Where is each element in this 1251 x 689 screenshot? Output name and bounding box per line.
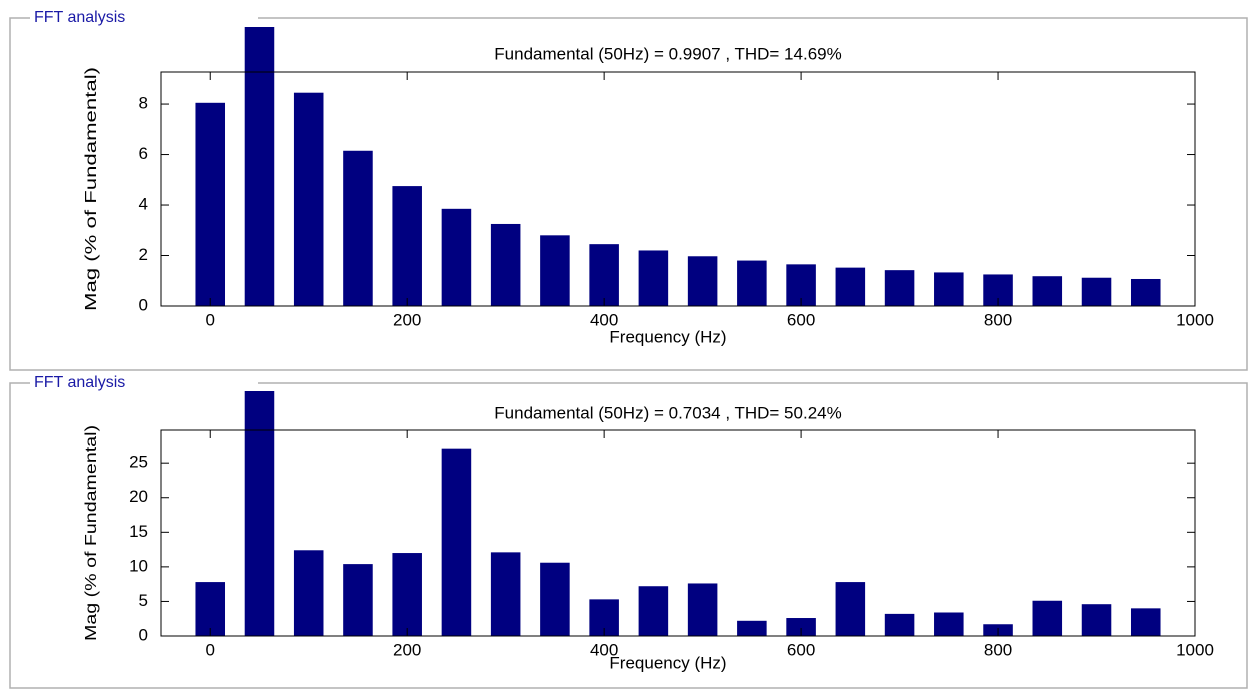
axes-box bbox=[160, 71, 1196, 307]
x-tick-label: 1000 bbox=[1176, 310, 1214, 329]
panel-title: FFT analysis bbox=[34, 9, 125, 26]
bar bbox=[392, 553, 422, 636]
y-tick-label: 20 bbox=[129, 487, 148, 506]
y-axis-label: Mag (% of Fundamental) bbox=[83, 425, 100, 641]
bar bbox=[737, 620, 767, 636]
panel-title: FFT analysis bbox=[34, 374, 125, 391]
x-tick-label: 0 bbox=[206, 310, 215, 329]
x-axis-label: Frequency (Hz) bbox=[609, 653, 726, 672]
bar bbox=[884, 613, 915, 636]
bar bbox=[195, 582, 226, 636]
bar bbox=[441, 448, 472, 636]
panel-title-bg bbox=[30, 373, 258, 393]
bar bbox=[1130, 608, 1161, 636]
x-tick-label: 200 bbox=[393, 640, 421, 659]
bar bbox=[1081, 604, 1112, 636]
y-tick-label: 0 bbox=[139, 625, 148, 644]
axes-bg bbox=[161, 72, 1195, 306]
axes-bg bbox=[161, 430, 1195, 636]
x-tick-label: 600 bbox=[787, 310, 815, 329]
bar bbox=[293, 550, 324, 636]
bar bbox=[786, 618, 816, 636]
bar bbox=[490, 223, 521, 306]
bar bbox=[343, 150, 373, 306]
bar bbox=[638, 586, 669, 636]
bar bbox=[1032, 600, 1063, 636]
bar bbox=[195, 102, 226, 307]
bar bbox=[1130, 278, 1161, 306]
bar bbox=[1081, 277, 1112, 306]
bar bbox=[737, 260, 767, 306]
x-tick-label: 1000 bbox=[1176, 640, 1214, 659]
y-tick-label: 6 bbox=[139, 144, 148, 163]
bar bbox=[343, 564, 373, 636]
bar bbox=[638, 250, 669, 306]
bars bbox=[195, 391, 1161, 636]
x-tick-label: 200 bbox=[393, 310, 421, 329]
chart-title: Fundamental (50Hz) = 0.9907 , THD= 14.69… bbox=[494, 44, 841, 63]
bar bbox=[540, 235, 570, 306]
panel-title-bg bbox=[30, 8, 258, 28]
y-tick-label: 10 bbox=[129, 556, 148, 575]
bar bbox=[835, 267, 866, 306]
y-tick-label: 4 bbox=[139, 195, 148, 214]
panel-frame bbox=[9, 17, 1248, 371]
bar bbox=[540, 562, 570, 636]
y-tick-label: 8 bbox=[139, 94, 148, 113]
bar bbox=[1032, 276, 1063, 306]
bar bbox=[884, 270, 915, 306]
panel-frame bbox=[9, 382, 1248, 689]
x-tick-label: 800 bbox=[984, 640, 1012, 659]
bar bbox=[934, 612, 964, 636]
x-tick-label: 600 bbox=[787, 640, 815, 659]
x-tick-label: 400 bbox=[590, 310, 618, 329]
bar bbox=[835, 582, 866, 636]
bar bbox=[490, 552, 521, 636]
bar bbox=[934, 272, 964, 306]
y-tick-label: 25 bbox=[129, 453, 148, 472]
bar bbox=[244, 391, 275, 636]
y-tick-label: 15 bbox=[129, 522, 148, 541]
bar bbox=[687, 256, 718, 306]
y-axis-label: Mag (% of Fundamental) bbox=[83, 67, 100, 311]
bar bbox=[589, 244, 619, 306]
axes-box bbox=[160, 429, 1196, 637]
x-tick-label: 0 bbox=[206, 640, 215, 659]
bar bbox=[392, 186, 422, 306]
x-tick-label: 800 bbox=[984, 310, 1012, 329]
y-tick-label: 0 bbox=[139, 295, 148, 314]
x-tick-label: 400 bbox=[590, 640, 618, 659]
y-tick-label: 2 bbox=[139, 245, 148, 264]
bar bbox=[441, 208, 472, 306]
bars bbox=[195, 27, 1161, 307]
chart-title: Fundamental (50Hz) = 0.7034 , THD= 50.24… bbox=[494, 403, 841, 422]
x-axis-label: Frequency (Hz) bbox=[609, 327, 726, 346]
bar bbox=[687, 583, 718, 636]
bar bbox=[293, 92, 324, 306]
y-tick-label: 5 bbox=[139, 591, 148, 610]
bar bbox=[244, 27, 275, 306]
